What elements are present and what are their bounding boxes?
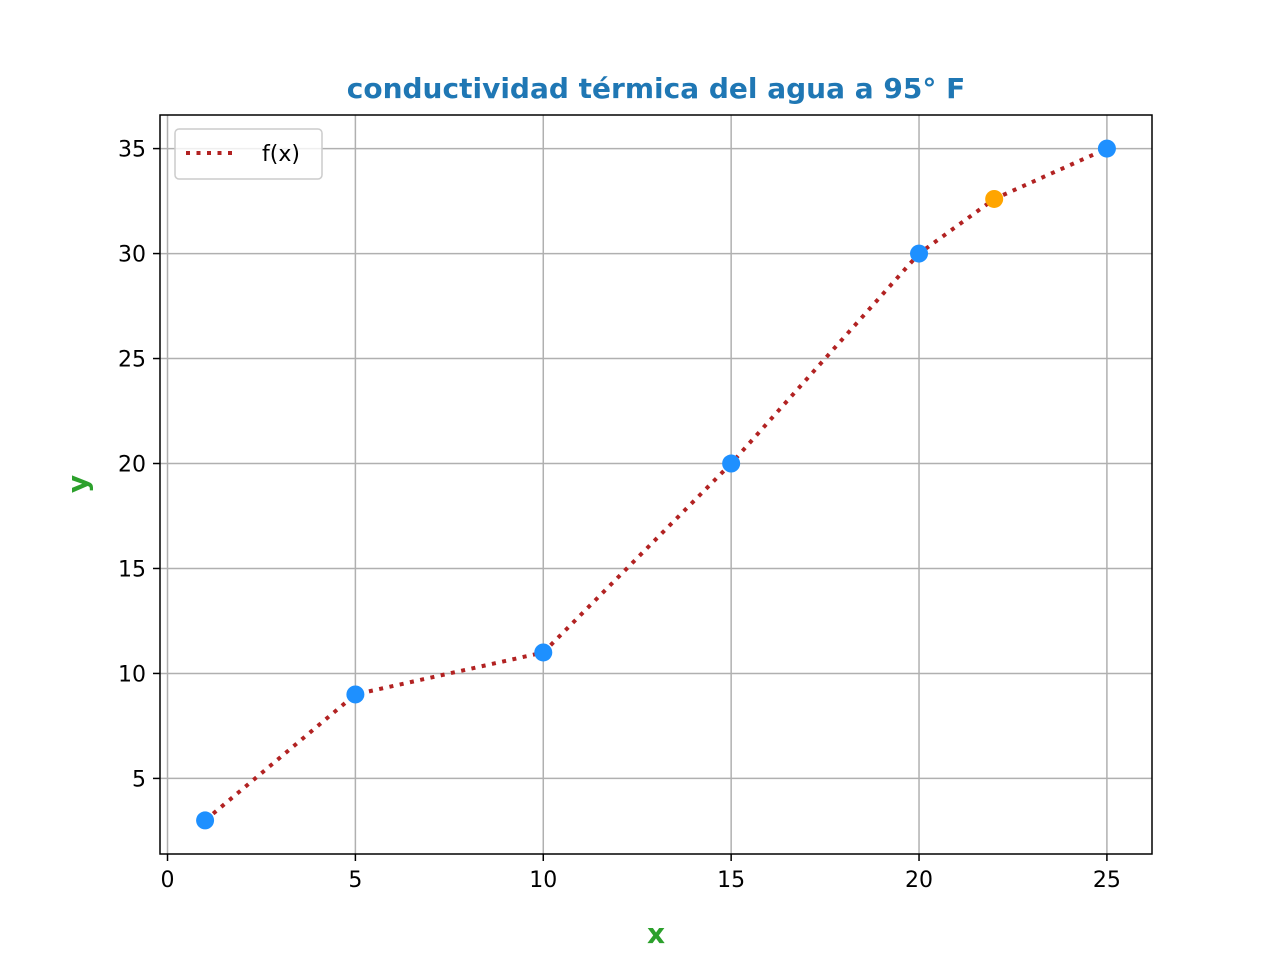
y-tick-label: 35 (118, 138, 146, 163)
y-axis-label: y (61, 475, 94, 493)
highlight-point (985, 189, 1004, 208)
grid (160, 115, 1152, 854)
legend-label: f(x) (262, 142, 300, 167)
x-tick-label: 20 (905, 868, 933, 893)
y-tick-label: 10 (118, 662, 146, 687)
plot-area-frame (159, 114, 1153, 855)
data-point (534, 643, 553, 662)
y-tick-label: 20 (118, 453, 146, 478)
data-point (910, 244, 929, 263)
x-tick-label: 25 (1093, 868, 1121, 893)
x-tick-label: 15 (717, 868, 745, 893)
legend: f(x) (174, 128, 323, 180)
ticks: 0 5 10 15 20 25 5 10 15 20 25 30 35 (118, 138, 1121, 893)
x-tick-label: 10 (529, 868, 557, 893)
legend-box (174, 128, 323, 180)
y-tick-label: 30 (118, 243, 146, 268)
y-tick-label: 5 (132, 767, 146, 792)
x-tick-label: 0 (161, 868, 175, 893)
chart-title: conductividad térmica del agua a 95° F (347, 72, 965, 105)
series-layer (196, 139, 1116, 830)
data-point (1097, 139, 1116, 158)
data-point (196, 811, 215, 830)
data-point (722, 454, 741, 473)
data-point (346, 685, 365, 704)
x-tick-label: 5 (348, 868, 362, 893)
y-tick-label: 15 (118, 557, 146, 582)
y-tick-label: 25 (118, 348, 146, 373)
x-axis-label: x (647, 917, 665, 950)
